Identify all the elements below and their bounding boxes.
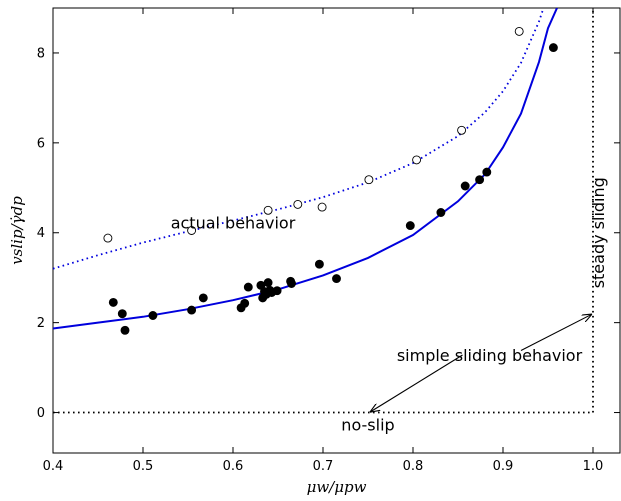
series-0-point-22 <box>436 208 446 217</box>
series-0-point-13 <box>263 278 273 288</box>
series-0-point-3 <box>148 311 158 320</box>
series-0-point-18 <box>287 279 296 288</box>
series-0-point-19 <box>314 259 324 269</box>
series-0-point-23 <box>460 181 470 191</box>
series-1-point-7 <box>457 125 467 135</box>
series-0-point-7 <box>240 298 250 308</box>
y-tick-label: 4 <box>37 226 45 241</box>
series-0-point-20 <box>332 274 341 284</box>
x-tick-label: 0.5 <box>133 459 154 474</box>
annotation-label: steady sliding <box>589 177 608 288</box>
x-tick-label: 0.8 <box>403 459 424 474</box>
annotation-label: actual behavior <box>171 213 296 232</box>
series-0-point-8 <box>243 282 253 292</box>
y-tick-label: 0 <box>37 406 45 421</box>
series-0-point-4 <box>187 305 197 315</box>
x-tick-label: 1.0 <box>583 459 604 474</box>
series-1-point-6 <box>412 155 422 165</box>
series-0-point-5 <box>198 293 208 303</box>
series-2-line <box>53 8 558 330</box>
series-1-point-3 <box>293 199 303 209</box>
plot-area: 0.4 0.5 0.6 0.7 0.8 0.9 1.0 0 2 4 6 8 actual behavi… <box>37 7 621 474</box>
series-0-point-2 <box>120 325 130 335</box>
x-tick-label: 0.9 <box>493 459 514 474</box>
annotation-arrow <box>371 354 463 412</box>
series-0-point-0 <box>108 297 118 307</box>
series-0-point-24 <box>475 175 485 185</box>
series-1-point-0 <box>103 233 113 243</box>
ticks-layer: 0.4 0.5 0.6 0.7 0.8 0.9 1.0 0 2 4 6 8 <box>37 8 620 474</box>
plot-frame <box>52 7 621 454</box>
curves-layer <box>53 8 594 414</box>
series-0-point-26 <box>548 43 558 53</box>
series-1-point-5 <box>364 175 374 185</box>
series-1-point-2 <box>263 205 273 215</box>
x-tick-label: 0.4 <box>43 459 64 474</box>
y-tick-label: 6 <box>37 136 45 151</box>
points-layer <box>103 26 558 335</box>
series-0-point-25 <box>482 167 492 177</box>
annotation-arrow <box>520 315 591 352</box>
series-1-point-4 <box>317 202 327 212</box>
series-0-point-21 <box>405 221 415 231</box>
series-0-point-1 <box>117 309 127 319</box>
y-tick-label: 2 <box>37 316 45 331</box>
annotation-label: no-slip <box>341 416 394 435</box>
arrows-layer <box>371 315 592 412</box>
x-tick-label: 0.6 <box>223 459 244 474</box>
y-tick-label: 8 <box>37 46 45 61</box>
x-axis-title: μw/μpw <box>307 478 367 496</box>
series-0-point-16 <box>272 286 282 296</box>
series-4-line <box>53 8 594 414</box>
series-1-point-1 <box>187 226 197 235</box>
x-tick-label: 0.7 <box>313 459 334 474</box>
annotation-label: simple sliding behavior <box>397 346 583 365</box>
series-1-point-8 <box>514 26 524 36</box>
annotations-layer: actual behavior simple sliding behavior no… <box>171 177 608 434</box>
y-axis-title: vslip/γ̇dp <box>8 196 26 265</box>
